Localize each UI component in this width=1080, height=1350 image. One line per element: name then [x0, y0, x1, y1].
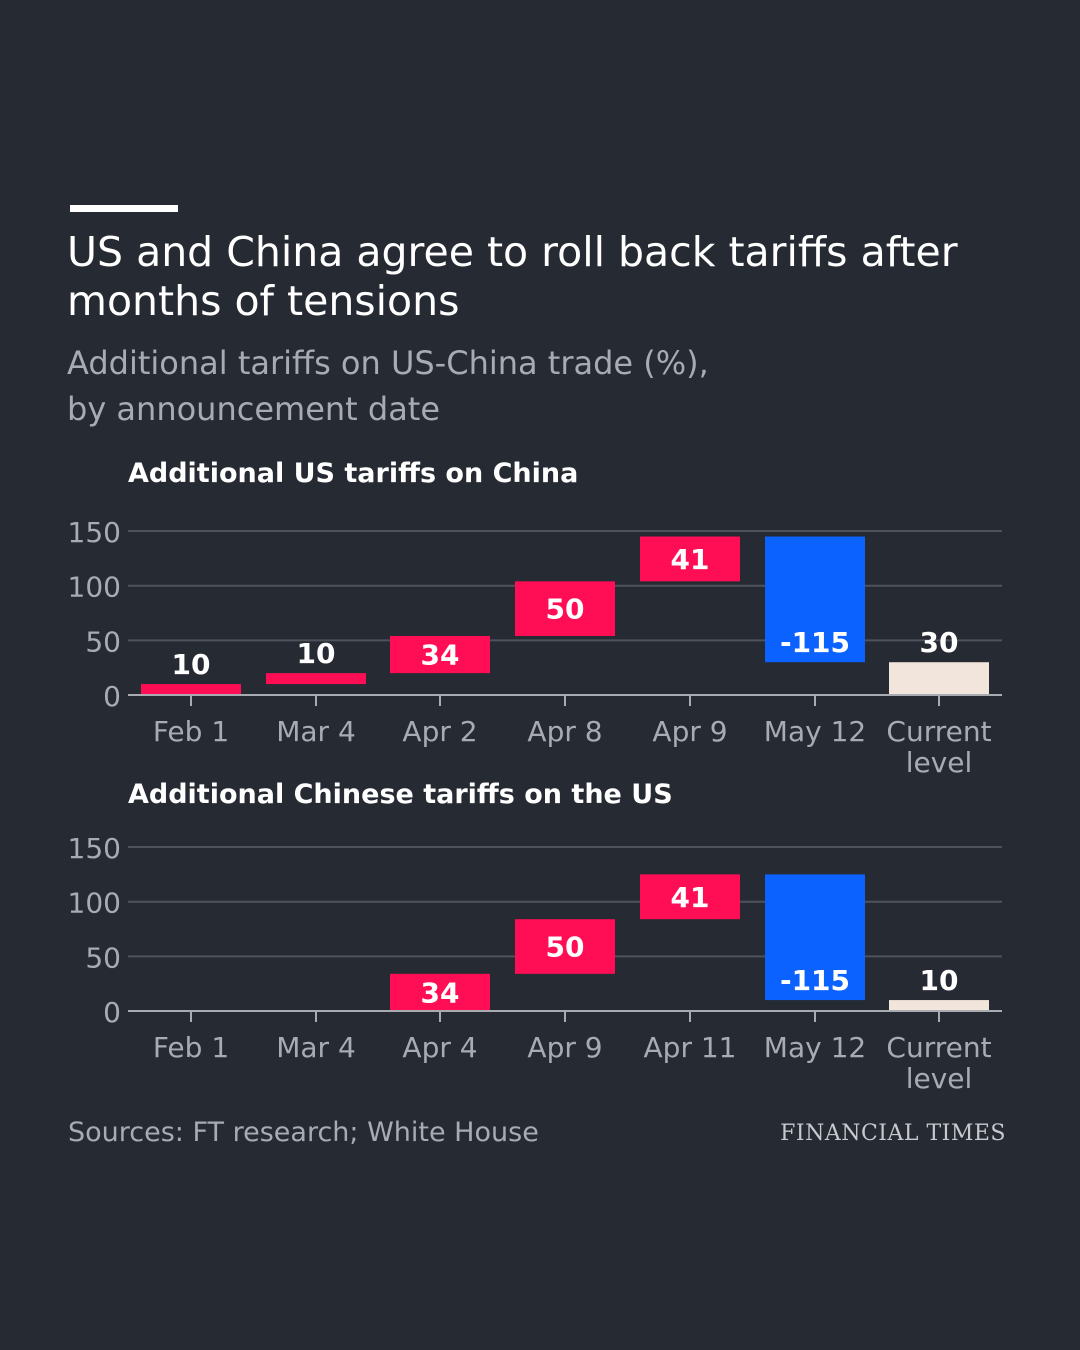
x-tick-label: Apr 9 [527, 1031, 602, 1064]
data-label: 30 [920, 626, 959, 659]
y-tick-label: 50 [85, 941, 121, 974]
bar [640, 874, 740, 920]
bar [889, 662, 989, 695]
bar [889, 1000, 989, 1011]
data-label: 50 [546, 593, 585, 626]
y-tick-label: 100 [68, 571, 121, 604]
data-label: 41 [671, 881, 710, 914]
x-tick-label: Feb 1 [153, 715, 229, 748]
source-note: Sources: FT research; White House [68, 1117, 539, 1148]
y-tick-label: 150 [68, 516, 121, 549]
bar [390, 973, 490, 1011]
x-tick-label: level [906, 746, 973, 779]
x-tick-label: Apr 8 [527, 715, 602, 748]
y-tick-label: 100 [68, 887, 121, 920]
data-label: -115 [780, 964, 850, 997]
x-tick-label: Mar 4 [276, 715, 356, 748]
y-tick-label: 150 [68, 832, 121, 865]
x-tick-label: Apr 11 [644, 1031, 737, 1064]
data-label: 34 [421, 976, 460, 1009]
y-tick-label: 0 [103, 680, 121, 713]
x-tick-label: Apr 4 [402, 1031, 477, 1064]
x-tick-label: May 12 [764, 715, 866, 748]
x-tick-label: Current [886, 715, 991, 748]
y-tick-label: 0 [103, 996, 121, 1029]
bar [515, 919, 615, 974]
bar [390, 635, 490, 674]
x-tick-label: Apr 2 [402, 715, 477, 748]
x-tick-label: May 12 [764, 1031, 866, 1064]
chart-title: US and China agree to roll back tariffs … [67, 228, 958, 325]
x-tick-label: Current [886, 1031, 991, 1064]
data-label: 34 [421, 639, 460, 672]
data-label: -115 [780, 626, 850, 659]
data-label: 41 [671, 543, 710, 576]
chart-subtitle: Additional tariffs on US-China trade (%)… [67, 340, 967, 432]
title-rule [70, 205, 178, 212]
data-label: 10 [172, 648, 211, 681]
x-tick-label: Feb 1 [153, 1031, 229, 1064]
subtitle-line-2: by announcement date [67, 390, 441, 428]
y-tick-label: 50 [85, 625, 121, 658]
data-label: 10 [920, 964, 959, 997]
bar [266, 673, 366, 685]
panel-title: Additional US tariffs on China [128, 458, 578, 489]
bar [765, 536, 865, 663]
x-tick-label: Apr 9 [652, 715, 727, 748]
bar [515, 581, 615, 636]
data-label: 10 [297, 637, 336, 670]
data-label: 50 [546, 931, 585, 964]
ft-logo: FINANCIAL TIMES [780, 1121, 1006, 1146]
bar [141, 684, 241, 695]
x-tick-label: Mar 4 [276, 1031, 356, 1064]
panel-title: Additional Chinese tariffs on the US [128, 779, 673, 810]
bar [640, 536, 740, 582]
x-tick-label: level [906, 1062, 973, 1095]
bar [765, 874, 865, 1001]
subtitle-line-1: Additional tariffs on US-China trade (%)… [67, 344, 709, 382]
